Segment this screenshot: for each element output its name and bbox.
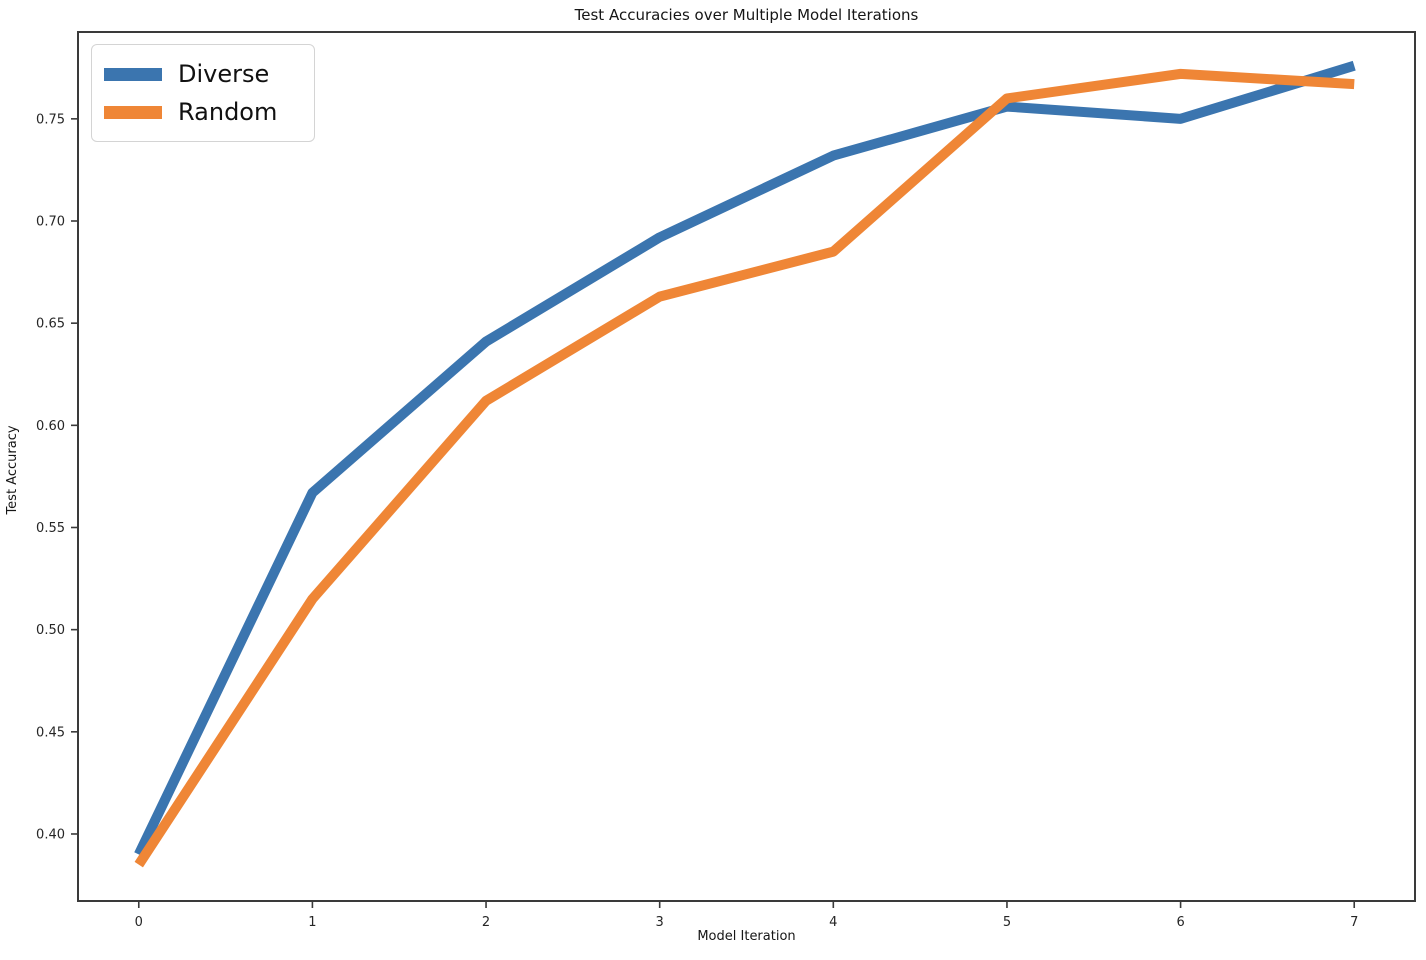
y-tick-label: 0.75: [36, 112, 65, 127]
series-line-diverse: [134, 60, 1356, 857]
y-tick-label: 0.50: [36, 623, 65, 638]
y-tick-label: 0.45: [36, 725, 65, 740]
x-tick-label: 3: [656, 915, 664, 930]
x-tick-label: 1: [308, 915, 316, 930]
x-tick-label: 5: [1003, 915, 1011, 930]
legend-label-random: Random: [178, 98, 278, 126]
legend-item-diverse: Diverse: [104, 55, 302, 93]
x-axis-label: Model Iteration: [697, 929, 796, 944]
legend-label-diverse: Diverse: [178, 60, 270, 88]
legend-swatch-diverse: [104, 67, 162, 81]
y-tick-label: 0.55: [36, 521, 65, 536]
legend: Diverse Random: [91, 44, 315, 142]
x-tick-label: 6: [1176, 915, 1184, 930]
y-axis-label: Test Accuracy: [5, 425, 20, 515]
series-line-random: [134, 68, 1355, 868]
x-tick-label: 7: [1350, 915, 1358, 930]
chart-title: Test Accuracies over Multiple Model Iter…: [574, 6, 919, 24]
x-tick-label: 0: [135, 915, 143, 930]
x-tick-label: 4: [829, 915, 837, 930]
y-tick-label: 0.70: [36, 215, 65, 230]
y-tick-label: 0.40: [36, 827, 65, 842]
legend-swatch-random: [104, 105, 162, 119]
y-tick-label: 0.65: [36, 317, 65, 332]
legend-item-random: Random: [104, 93, 302, 131]
axes-frame: [77, 31, 1416, 902]
x-tick-label: 2: [482, 915, 490, 930]
y-tick-label: 0.60: [36, 419, 65, 434]
